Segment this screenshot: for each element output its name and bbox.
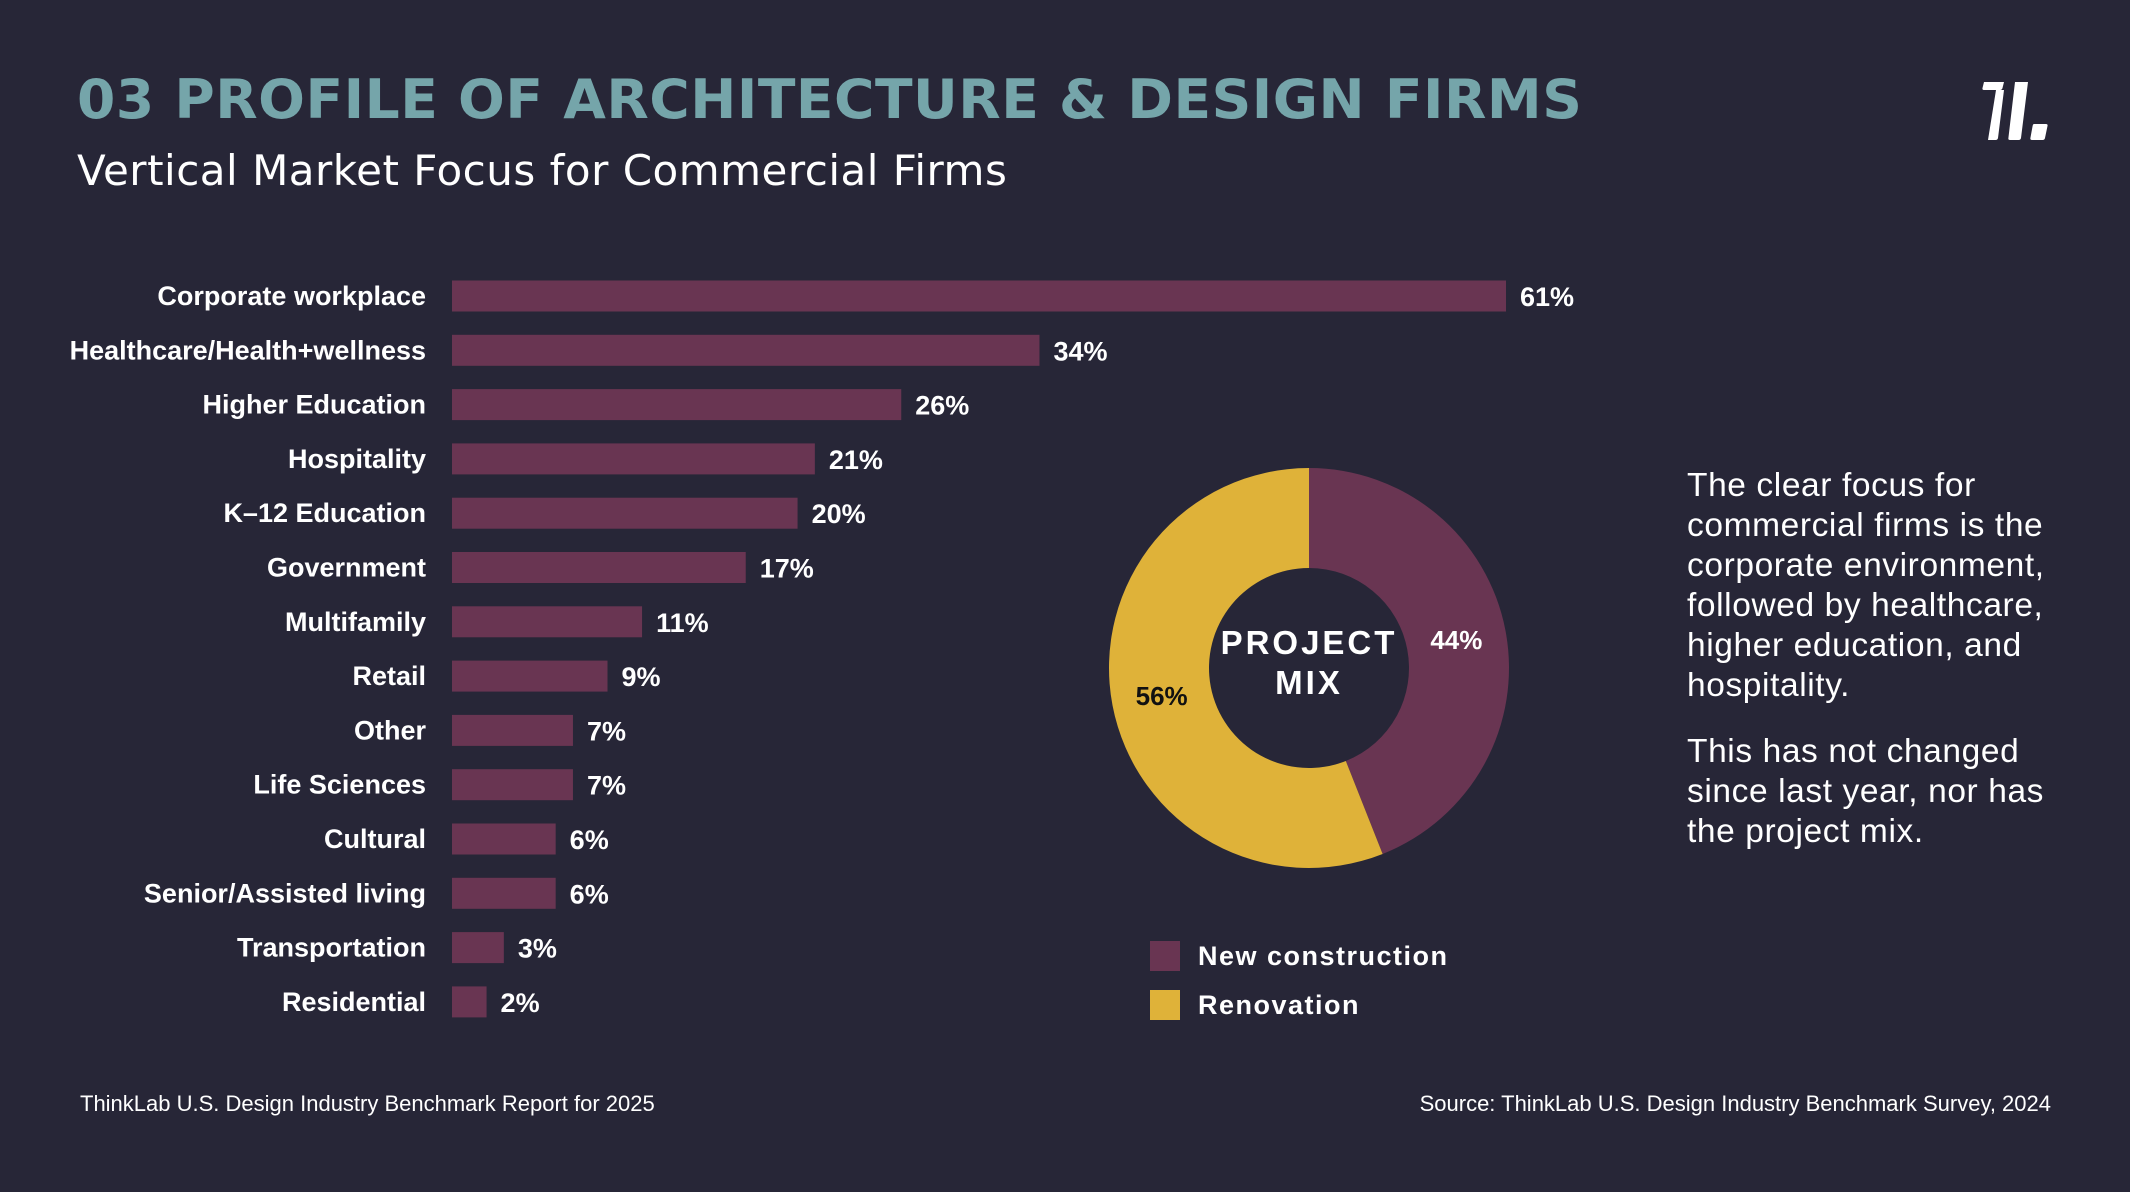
bar-value-label: 7% — [587, 771, 626, 801]
bar-value-label: 9% — [622, 662, 661, 692]
bar — [452, 986, 487, 1018]
donut-slice — [1108, 468, 1383, 868]
bar — [452, 877, 556, 909]
bar — [452, 552, 746, 583]
bar-value-label: 34% — [1053, 336, 1107, 366]
footer-source: Source: ThinkLab U.S. Design Industry Be… — [1419, 1091, 2051, 1116]
bar-value-label: 6% — [570, 825, 609, 855]
bar-value-label: 26% — [915, 391, 969, 421]
bar-category-label: Corporate workplace — [157, 281, 426, 311]
bar — [452, 334, 1040, 366]
bar-category-label: Cultural — [324, 824, 426, 854]
bar — [452, 280, 1506, 312]
legend-label: Renovation — [1198, 989, 1361, 1020]
bar-category-label: Other — [354, 715, 427, 745]
commentary-paragraph: The clear focus for commercial firms is … — [1687, 467, 2045, 704]
bar — [452, 497, 798, 529]
bar-value-label: 3% — [518, 934, 557, 964]
bar-category-label: Hospitality — [288, 444, 426, 474]
bar-value-label: 2% — [501, 988, 540, 1018]
bar-category-label: Senior/Assisted living — [144, 878, 426, 908]
commentary-paragraph: This has not changed since last year, no… — [1687, 733, 2045, 850]
donut-slice-label: 44% — [1430, 625, 1482, 655]
bar-value-label: 17% — [760, 554, 814, 584]
bar-value-label: 20% — [812, 499, 866, 529]
thinklab-logo-icon — [1982, 82, 2048, 140]
legend-swatch-new-construction — [1150, 941, 1180, 971]
bar-value-label: 6% — [570, 879, 609, 909]
commentary-text: The clear focus for commercial firms is … — [1687, 466, 2057, 878]
bar-category-label: Transportation — [237, 933, 426, 963]
donut-center-label: PROJECT — [1221, 624, 1398, 661]
bar-category-label: Healthcare/Health+wellness — [70, 335, 426, 365]
donut-slice — [1309, 468, 1509, 854]
legend-item-renovation: Renovation — [1150, 990, 1449, 1020]
bar-category-label: Multifamily — [285, 607, 426, 637]
legend-swatch-renovation — [1150, 990, 1180, 1020]
bar-value-label: 61% — [1520, 282, 1574, 312]
legend-item-new-construction: New construction — [1150, 941, 1449, 971]
bar-category-label: Government — [267, 553, 426, 583]
bar-category-label: Life Sciences — [253, 770, 426, 800]
bar — [452, 769, 573, 801]
bar — [452, 389, 902, 421]
bar — [452, 660, 608, 692]
page-title: 03 PROFILE OF ARCHITECTURE & DESIGN FIRM… — [77, 68, 1583, 131]
bar — [452, 606, 643, 638]
bar-value-label: 21% — [829, 445, 883, 475]
page-subtitle: Vertical Market Focus for Commercial Fir… — [77, 146, 1008, 195]
bar — [452, 823, 556, 855]
footer-report-name: ThinkLab U.S. Design Industry Benchmark … — [80, 1091, 655, 1116]
legend-label: New construction — [1198, 940, 1449, 971]
bar-value-label: 11% — [656, 608, 709, 638]
bar — [452, 932, 504, 964]
bar-category-label: Residential — [282, 987, 426, 1017]
bar-chart-bars: Corporate workplace 61% Healthcare/Health+… — [70, 280, 1574, 1018]
donut-slice-label: 56% — [1136, 681, 1188, 711]
bar-category-label: Higher Education — [202, 390, 426, 420]
bar — [452, 443, 815, 475]
bar-category-label: Retail — [352, 661, 426, 691]
donut-center-label: MIX — [1275, 664, 1343, 701]
donut-legend: New construction Renovation — [1150, 941, 1449, 1039]
bar-value-label: 7% — [587, 716, 626, 746]
bar — [452, 714, 573, 746]
bar-category-label: K–12 Education — [223, 498, 426, 528]
